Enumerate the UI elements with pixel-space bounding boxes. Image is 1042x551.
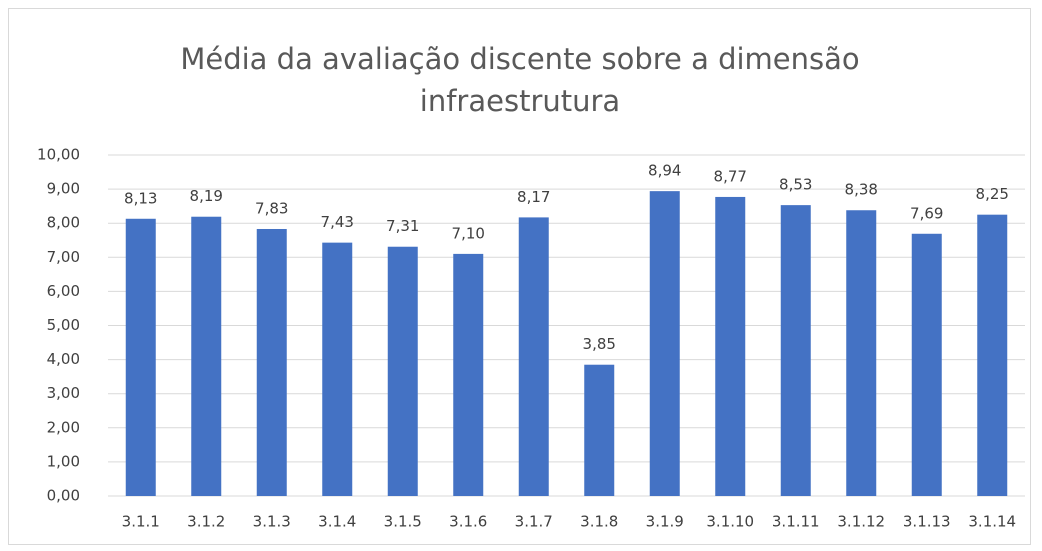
bar bbox=[125, 218, 156, 496]
bar bbox=[911, 233, 942, 496]
y-tick-label: 3,00 bbox=[47, 384, 80, 402]
data-label: 7,43 bbox=[321, 213, 354, 231]
x-tick-label: 3.1.1 bbox=[122, 513, 160, 531]
bar bbox=[387, 246, 418, 496]
y-tick-label: 10,00 bbox=[37, 146, 80, 164]
x-tick-label: 3.1.14 bbox=[968, 513, 1016, 531]
x-tick-label: 3.1.10 bbox=[706, 513, 754, 531]
bar bbox=[518, 217, 549, 496]
x-tick-label: 3.1.4 bbox=[318, 513, 356, 531]
data-label: 8,19 bbox=[190, 187, 223, 205]
data-label: 8,38 bbox=[845, 181, 878, 199]
x-tick-label: 3.1.9 bbox=[646, 513, 684, 531]
x-tick-label: 3.1.13 bbox=[903, 513, 951, 531]
data-label: 8,25 bbox=[976, 185, 1009, 203]
y-tick-label: 7,00 bbox=[47, 248, 80, 266]
data-label: 7,69 bbox=[910, 204, 943, 222]
x-tick-label: 3.1.11 bbox=[772, 513, 820, 531]
data-label: 8,17 bbox=[517, 188, 550, 206]
data-label: 3,85 bbox=[583, 335, 616, 353]
data-label: 8,77 bbox=[714, 167, 747, 185]
y-tick-label: 2,00 bbox=[47, 418, 80, 436]
x-tick-label: 3.1.8 bbox=[580, 513, 618, 531]
x-tick-label: 3.1.12 bbox=[837, 513, 885, 531]
y-tick-label: 9,00 bbox=[47, 180, 80, 198]
bar bbox=[322, 242, 353, 496]
x-tick-label: 3.1.2 bbox=[187, 513, 225, 531]
x-tick-label: 3.1.5 bbox=[384, 513, 422, 531]
data-label: 7,83 bbox=[255, 199, 288, 217]
chart-title: Média da avaliação discente sobre a dime… bbox=[180, 42, 860, 118]
bar bbox=[256, 228, 287, 496]
bar bbox=[846, 210, 877, 496]
bar bbox=[977, 214, 1008, 497]
data-label: 8,53 bbox=[779, 176, 812, 194]
bar bbox=[584, 364, 615, 496]
data-label: 8,94 bbox=[648, 162, 681, 180]
x-tick-label: 3.1.7 bbox=[515, 513, 553, 531]
bar bbox=[715, 196, 746, 496]
bar bbox=[649, 191, 680, 496]
y-tick-label: 8,00 bbox=[47, 214, 80, 232]
bar bbox=[453, 253, 484, 496]
x-tick-label: 3.1.3 bbox=[253, 513, 291, 531]
y-tick-label: 4,00 bbox=[47, 350, 80, 368]
y-tick-label: 0,00 bbox=[47, 487, 80, 505]
y-tick-label: 5,00 bbox=[47, 316, 80, 334]
data-label: 7,10 bbox=[452, 224, 485, 242]
bar bbox=[191, 216, 222, 496]
bar bbox=[780, 205, 811, 496]
data-label: 7,31 bbox=[386, 217, 419, 235]
data-label: 8,13 bbox=[124, 189, 157, 207]
y-tick-label: 6,00 bbox=[47, 282, 80, 300]
x-tick-label: 3.1.6 bbox=[449, 513, 487, 531]
y-tick-label: 1,00 bbox=[47, 452, 80, 470]
